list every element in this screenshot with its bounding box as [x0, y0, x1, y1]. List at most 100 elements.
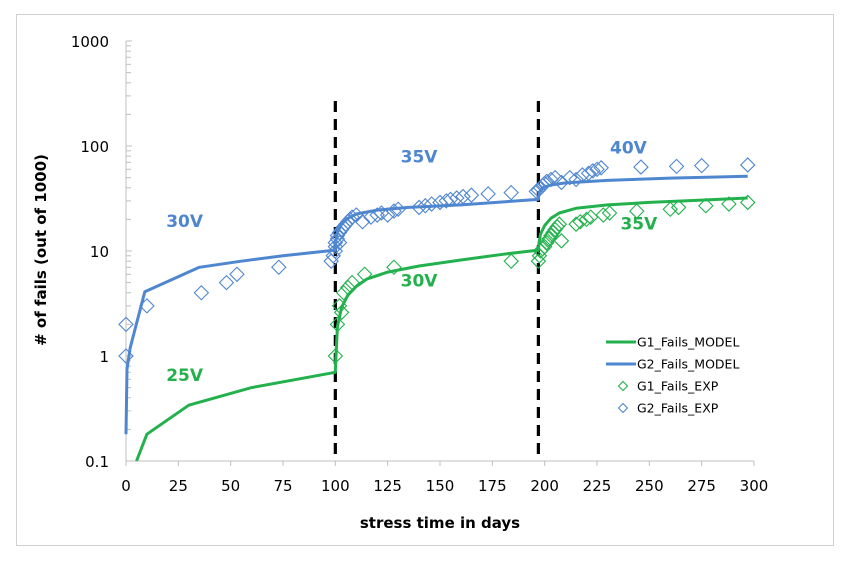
legend-item: G2_Fails_EXP — [617, 401, 719, 416]
legend-label: G1_Fails_EXP — [637, 379, 719, 394]
data-point-G1_Fails_EXP — [739, 194, 756, 211]
data-point-G1_Fails_EXP — [386, 259, 402, 276]
legend-item: G1_Fails_MODEL — [606, 335, 739, 350]
data-point-G2_Fails_EXP — [323, 253, 339, 269]
legend-label: G1_Fails_MODEL — [637, 335, 739, 350]
data-point-G2_Fails_EXP — [543, 171, 559, 188]
data-point-G1_Fails_EXP — [578, 211, 595, 228]
data-point-G2_Fails_EXP — [585, 163, 601, 179]
data-point-G1_Fails_EXP — [698, 197, 714, 214]
data-point-G2_Fails_EXP — [589, 161, 605, 178]
legend-label: G2_Fails_MODEL — [637, 357, 739, 372]
x-tick-label: 25 — [169, 477, 188, 495]
data-point-G2_Fails_EXP — [354, 213, 371, 230]
data-point-G1_Fails_EXP — [595, 207, 612, 223]
data-point-G2_Fails_EXP — [668, 158, 685, 175]
data-point-G1_Fails_EXP — [553, 233, 570, 249]
data-point-G2_Fails_EXP — [633, 159, 649, 175]
data-point-G1_Fails_EXP — [670, 199, 687, 216]
data-point-G1_Fails_EXP — [333, 304, 350, 321]
data-point-G2_Fails_EXP — [369, 207, 385, 223]
data-point-G2_Fails_EXP — [568, 171, 584, 188]
legend-item: G2_Fails_MODEL — [606, 357, 739, 372]
data-point-G2_Fails_EXP — [528, 183, 545, 200]
legend: G1_Fails_MODEL G2_Fails_MODEL G1_Fails_EXP… — [606, 335, 739, 416]
x-tick-label: 275 — [687, 477, 716, 495]
legend-diamond-swatch — [617, 402, 629, 414]
data-point-G2_Fails_EXP — [442, 191, 459, 208]
data-point-G2_Fails_EXP — [379, 207, 396, 223]
x-tick-label: 50 — [221, 477, 240, 495]
data-point-G2_Fails_EXP — [593, 160, 609, 176]
data-point-G1_Fails_EXP — [572, 213, 589, 230]
x-tick-label: 175 — [478, 477, 507, 495]
voltage-label: 40V — [610, 138, 648, 158]
data-point-G1_Fails_EXP — [538, 234, 555, 251]
x-tick-label: 225 — [583, 477, 612, 495]
data-point-G2_Fails_EXP — [118, 348, 134, 364]
x-tick-label: 150 — [426, 477, 455, 495]
data-point-G1_Fails_EXP — [721, 196, 737, 212]
x-tick-label: 100 — [321, 477, 350, 495]
data-point-G2_Fails_EXP — [538, 173, 555, 190]
data-point-G2_Fails_EXP — [417, 197, 434, 214]
voltage-label: 30V — [166, 212, 204, 232]
data-point-G1_Fails_EXP — [662, 201, 679, 217]
data-point-G1_Fails_EXP — [327, 348, 344, 364]
data-point-G2_Fails_EXP — [344, 209, 360, 225]
data-point-G1_Fails_EXP — [536, 238, 553, 255]
data-point-G1_Fails_EXP — [356, 266, 373, 283]
data-point-G2_Fails_EXP — [373, 205, 390, 221]
data-point-G2_Fails_EXP — [580, 165, 597, 182]
data-point-G2_Fails_EXP — [547, 169, 563, 186]
data-point-G2_Fails_EXP — [193, 285, 210, 301]
legend-item: G1_Fails_EXP — [617, 379, 719, 394]
data-point-G2_Fails_EXP — [390, 201, 406, 217]
data-point-G2_Fails_EXP — [139, 298, 155, 314]
data-point-G2_Fails_EXP — [218, 274, 235, 291]
x-axis-title: stress time in days — [360, 514, 520, 532]
y-tick-label: 1 — [99, 348, 109, 366]
y-tick-label: 100 — [80, 138, 109, 156]
y-axis: 0.1 1 10 100 1000 — [71, 33, 132, 471]
data-point-G1_Fails_EXP — [541, 231, 557, 247]
y-tick-label: 0.1 — [85, 453, 109, 471]
x-tick-label: 75 — [273, 477, 292, 495]
voltage-label: 30V — [401, 271, 439, 291]
x-tick-label: 125 — [373, 477, 402, 495]
x-tick-label: 300 — [740, 477, 769, 495]
y-tick-label: 1000 — [71, 33, 109, 51]
data-point-G2_Fails_EXP — [386, 203, 402, 219]
vertical-dashed-lines — [333, 101, 540, 461]
experimental-points — [118, 157, 756, 364]
x-tick-label: 250 — [635, 477, 664, 495]
data-point-G2_Fails_EXP — [411, 199, 427, 216]
data-point-G1_Fails_EXP — [568, 216, 584, 232]
voltage-label: 35V — [620, 215, 658, 235]
data-point-G2_Fails_EXP — [562, 169, 578, 186]
data-point-G2_Fails_EXP — [693, 157, 710, 174]
data-point-G2_Fails_EXP — [118, 316, 134, 333]
data-point-G2_Fails_EXP — [331, 234, 348, 251]
y-axis-title: # of fails (out of 1000) — [32, 154, 50, 346]
data-point-G1_Fails_EXP — [582, 209, 599, 225]
data-point-G2_Fails_EXP — [423, 196, 440, 212]
y-tick-label: 10 — [90, 243, 109, 261]
data-point-G2_Fails_EXP — [455, 188, 471, 205]
data-point-G2_Fails_EXP — [448, 190, 465, 206]
legend-diamond-swatch — [617, 380, 629, 392]
x-tick-label: 0 — [121, 477, 131, 495]
data-point-G1_Fails_EXP — [503, 253, 519, 269]
data-point-G1_Fails_EXP — [551, 216, 568, 232]
data-point-G1_Fails_EXP — [628, 203, 645, 219]
data-point-G1_Fails_EXP — [331, 298, 348, 314]
data-point-G2_Fails_EXP — [463, 187, 480, 203]
voltage-label: 25V — [166, 366, 204, 386]
data-point-G2_Fails_EXP — [325, 248, 342, 264]
chart-frame — [16, 14, 834, 546]
data-point-G2_Fails_EXP — [503, 184, 519, 201]
x-axis: 0 25 50 75 100 125 150 175 200 225 250 275 300 — [121, 460, 769, 495]
series-line-G1_Fails_MODEL — [135, 196, 748, 462]
data-point-G1_Fails_EXP — [344, 274, 360, 291]
